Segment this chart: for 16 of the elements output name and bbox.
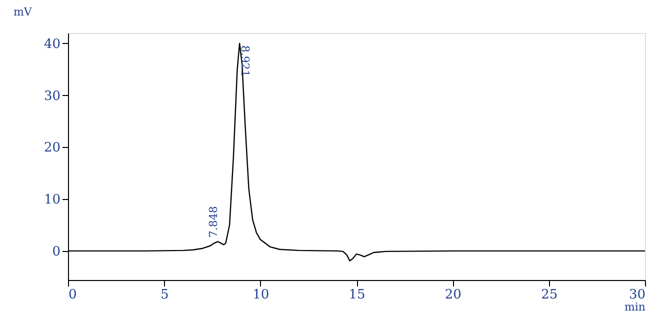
y-tick-label: 0 — [52, 244, 60, 260]
annotation: 7.848 — [206, 206, 220, 238]
annotation: 8.921 — [238, 45, 252, 77]
x-tick-label: 20 — [444, 288, 462, 302]
y-axis-title: mV — [14, 6, 33, 18]
x-tick-label: 0 — [68, 288, 77, 302]
y-tick-label: 30 — [44, 88, 60, 104]
x-tick-label: 30 — [628, 288, 646, 302]
x-tick-label: 5 — [160, 288, 169, 302]
x-tick-label: 10 — [252, 288, 270, 302]
y-tick-label: 40 — [44, 36, 60, 52]
x-tick-label: 25 — [541, 288, 558, 302]
x-axis-title: min — [624, 300, 646, 313]
x-tick-label: 15 — [348, 288, 366, 302]
y-tick-label: 10 — [44, 192, 60, 208]
y-tick-label: 20 — [44, 140, 60, 156]
